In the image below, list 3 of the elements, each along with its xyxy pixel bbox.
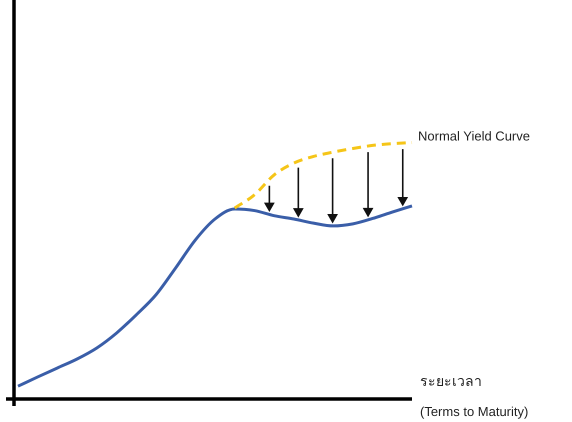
text: (Terms to Maturity) <box>420 404 528 419</box>
series-label: Normal Yield Curve <box>418 128 530 144</box>
x-axis-title: ระยะเวลา <box>420 373 482 389</box>
